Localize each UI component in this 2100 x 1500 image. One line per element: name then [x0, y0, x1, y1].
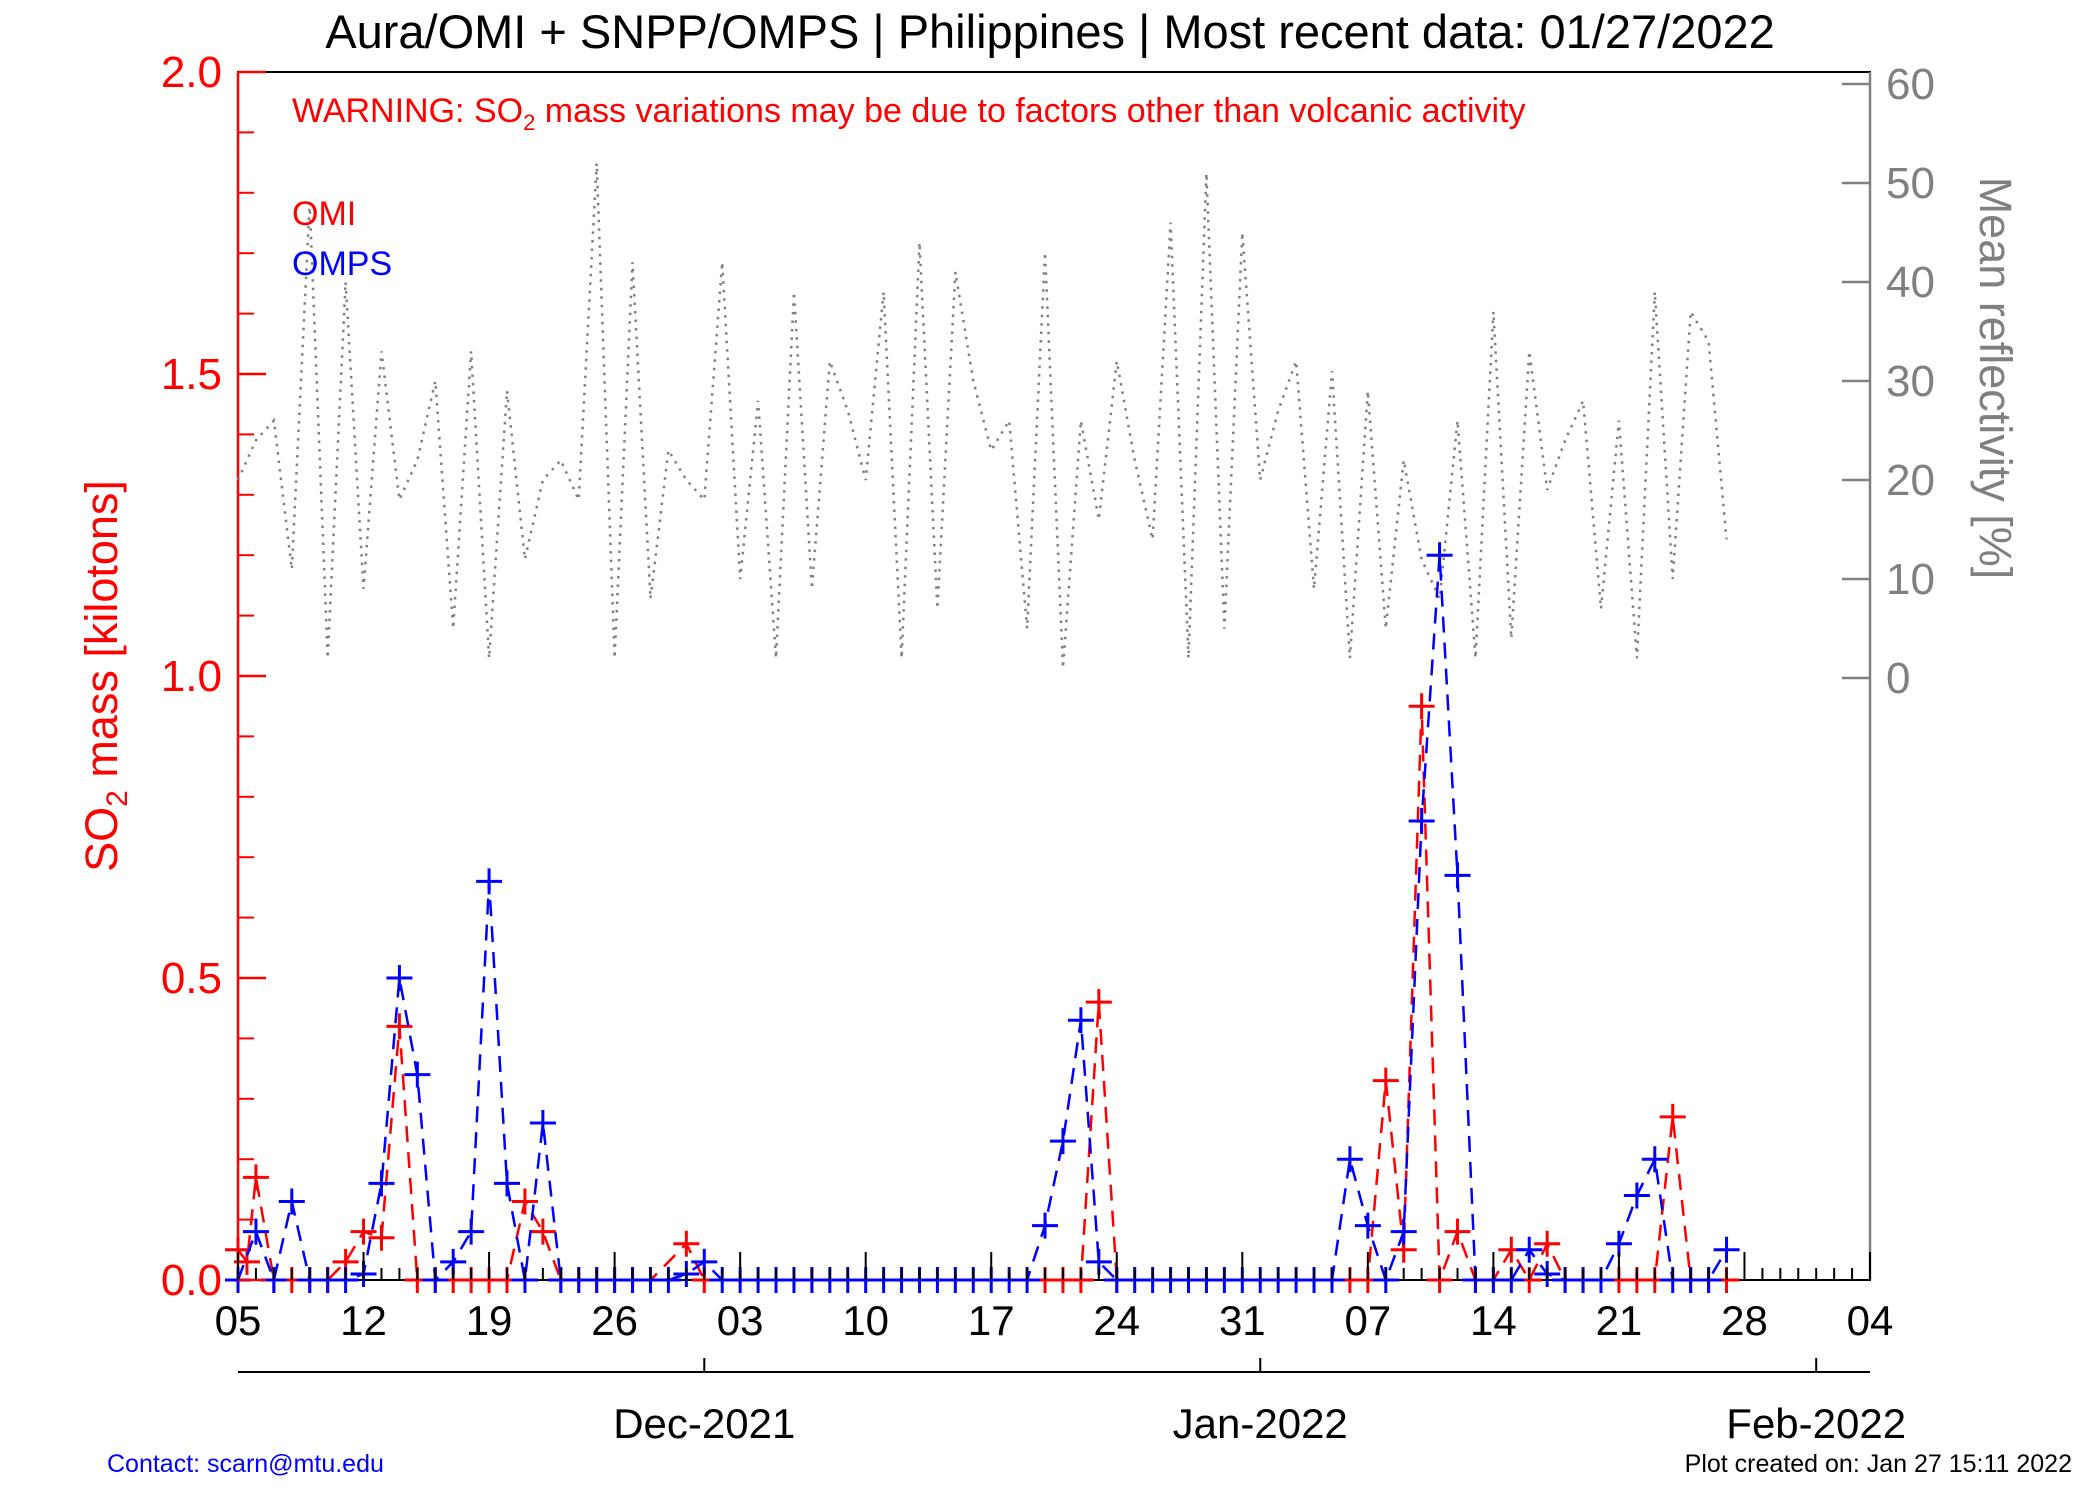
left-tick-label: 0.5 [161, 954, 222, 1003]
x-tick-label: 19 [466, 1297, 513, 1344]
omps-point [1444, 862, 1471, 889]
left-axis-ticks: 0.0 0.5 1.0 1.5 2.0 [161, 48, 266, 1305]
omps-point [458, 1218, 485, 1245]
legend-omps: OMPS [292, 245, 392, 283]
month-label: Dec-2021 [613, 1400, 795, 1447]
left-tick-label: 0.0 [161, 1256, 222, 1305]
month-label: Feb-2022 [1726, 1400, 1906, 1447]
omps-point [1713, 1236, 1740, 1263]
omps-point [1354, 1212, 1381, 1239]
omi-line [236, 706, 1727, 1283]
x-tick-label: 26 [591, 1297, 638, 1344]
month-axis: Dec-2021 Jan-2022 Feb-2022 [613, 1358, 1906, 1447]
left-axis-label-suffix: mass [kilotons] [76, 480, 127, 790]
omps-point [1641, 1146, 1668, 1173]
omps-point [529, 1109, 556, 1136]
omps-point [242, 1218, 269, 1245]
x-tick-label: 12 [340, 1297, 387, 1344]
x-axis-ticks: 05 12 19 26 03 10 17 24 31 07 14 21 28 04 [215, 1252, 1894, 1344]
omi-series [225, 693, 1740, 1293]
warning-text: WARNING: SO2 mass variations may be due … [292, 92, 1526, 135]
omps-point [1516, 1236, 1543, 1263]
omps-point [278, 1188, 305, 1215]
reflectivity-series [236, 163, 1728, 669]
x-tick-label: 10 [842, 1297, 889, 1344]
right-tick-label: 30 [1886, 357, 1935, 406]
omi-point [386, 1013, 413, 1040]
right-axis-ticks: 0 10 20 30 40 50 60 [1842, 60, 1935, 703]
omi-point [1659, 1103, 1686, 1130]
omps-point [368, 1170, 395, 1197]
right-tick-label: 20 [1886, 456, 1935, 505]
omi-point [368, 1224, 395, 1251]
x-tick-label: 17 [968, 1297, 1015, 1344]
omps-point [1049, 1128, 1076, 1155]
omps-point [494, 1170, 521, 1197]
omi-point [242, 1164, 269, 1191]
warning-prefix: WARNING: SO [292, 92, 523, 130]
omps-point [386, 965, 413, 991]
left-axis-label-sub: 2 [101, 790, 134, 807]
omps-series [225, 542, 1740, 1293]
omps-point [1336, 1146, 1363, 1173]
warning-suffix: mass variations may be due to factors ot… [535, 92, 1525, 130]
right-tick-label: 0 [1886, 654, 1910, 703]
x-tick-label: 14 [1470, 1297, 1517, 1344]
footer-created: Plot created on: Jan 27 15:11 2022 [1685, 1450, 2072, 1478]
omps-point [1426, 542, 1453, 569]
warning-subscript: 2 [523, 110, 535, 135]
plot-frame [237, 71, 1871, 1281]
omi-point [1372, 1067, 1399, 1094]
left-tick-label: 1.0 [161, 652, 222, 701]
omi-point [1534, 1230, 1561, 1257]
plot-area: 0.0 0.5 1.0 1.5 2.0 0 10 20 30 40 50 60 05 12 19 26 03… [161, 48, 1935, 1344]
footer-contact: Contact: scarn@mtu.edu [107, 1450, 384, 1478]
left-tick-label: 2.0 [161, 48, 222, 97]
x-tick-label: 07 [1344, 1297, 1391, 1344]
right-tick-label: 10 [1886, 555, 1935, 604]
omi-point [1085, 989, 1112, 1016]
x-tick-label: 03 [717, 1297, 764, 1344]
omps-point [476, 868, 503, 895]
x-tick-label: 28 [1721, 1297, 1768, 1344]
omi-point [350, 1218, 377, 1245]
month-label: Jan-2022 [1173, 1400, 1348, 1447]
x-tick-label: 04 [1847, 1297, 1894, 1344]
left-axis-label-prefix: SO [76, 807, 127, 872]
legend-omi: OMI [292, 195, 356, 233]
omi-point [1444, 1218, 1471, 1245]
x-tick-label: 05 [215, 1297, 262, 1344]
omi-point [1408, 693, 1435, 720]
left-tick-label: 1.5 [161, 350, 222, 399]
x-tick-label: 31 [1219, 1297, 1266, 1344]
right-tick-label: 60 [1886, 60, 1935, 109]
omi-point [529, 1218, 556, 1245]
right-tick-label: 50 [1886, 159, 1935, 208]
omi-point [673, 1230, 700, 1257]
reflectivity-line [236, 163, 1728, 669]
chart-title: Aura/OMI + SNPP/OMPS | Philippines | Mos… [325, 5, 1775, 58]
omps-point [1408, 807, 1435, 834]
omps-point [1390, 1218, 1417, 1245]
x-tick-label: 21 [1596, 1297, 1643, 1344]
right-tick-label: 40 [1886, 258, 1935, 307]
omps-point [1067, 1007, 1094, 1034]
omps-point [1032, 1212, 1059, 1239]
left-axis-label: SO2 mass [kilotons] [76, 480, 134, 872]
omps-point [1623, 1182, 1650, 1209]
right-axis-label: Mean reflectivity [%] [1970, 177, 2021, 580]
x-tick-label: 24 [1093, 1297, 1140, 1344]
omi-point [511, 1188, 538, 1215]
omps-line [236, 555, 1728, 1285]
omps-point [404, 1061, 431, 1088]
